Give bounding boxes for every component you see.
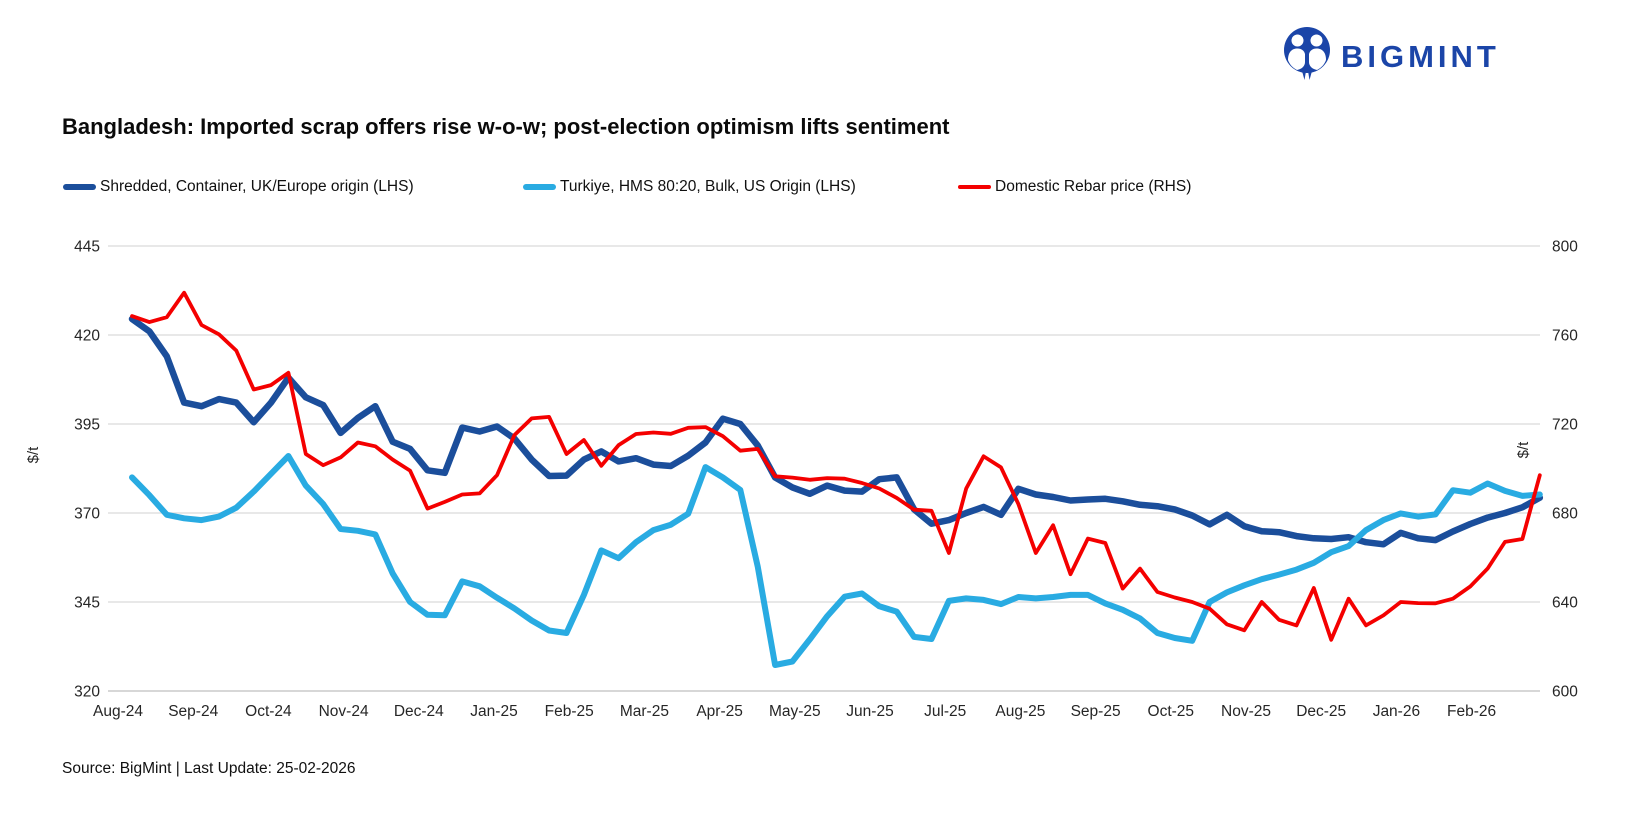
x-axis-label: Aug-24: [93, 703, 143, 720]
right-axis-tick: 800: [1552, 239, 1578, 256]
bigmint-logo-text: BIGMINT: [1341, 38, 1500, 74]
x-axis-label: Apr-25: [696, 703, 743, 720]
x-axis-label: Nov-25: [1221, 703, 1271, 720]
x-axis-label: Dec-25: [1296, 703, 1346, 720]
right-axis-unit-label: $/t: [1515, 441, 1532, 459]
x-axis-label: Dec-24: [394, 703, 444, 720]
legend-swatch: [523, 184, 556, 190]
left-axis-tick: 445: [74, 239, 100, 256]
left-axis-tick: 420: [74, 328, 100, 345]
left-axis-tick: 370: [74, 506, 100, 523]
source-note: Source: BigMint | Last Update: 25-02-202…: [62, 760, 356, 777]
left-axis-tick: 320: [74, 684, 100, 701]
x-axis-label: Feb-25: [545, 703, 594, 720]
x-axis-label: Sep-24: [168, 703, 218, 720]
legend-label: Turkiye, HMS 80:20, Bulk, US Origin (LHS…: [560, 178, 856, 195]
x-axis-label: Jun-25: [846, 703, 893, 720]
legend-label: Domestic Rebar price (RHS): [995, 178, 1192, 195]
legend-swatch: [958, 185, 991, 189]
x-axis-label: Jul-25: [924, 703, 966, 720]
x-axis-label: Aug-25: [995, 703, 1045, 720]
right-axis-tick: 600: [1552, 684, 1578, 701]
series-lines: [128, 290, 1544, 668]
legend-item-shredded: Shredded, Container, UK/Europe origin (L…: [63, 176, 414, 198]
x-axis-label: Oct-24: [245, 703, 292, 720]
chart-title: Bangladesh: Imported scrap offers rise w…: [62, 114, 950, 139]
bigmint-logo-icon: [1283, 26, 1331, 87]
legend-item-rebar: Domestic Rebar price (RHS): [958, 176, 1191, 198]
legend-label: Shredded, Container, UK/Europe origin (L…: [100, 178, 414, 195]
x-axis-label: Feb-26: [1447, 703, 1496, 720]
x-axis-label: Nov-24: [319, 703, 369, 720]
right-axis-tick: 640: [1552, 595, 1578, 612]
x-axis-labels: Aug-24 Sep-24 Oct-24 Nov-24 Dec-24 Jan-25 Feb-…: [93, 703, 1496, 720]
x-axis-label: May-25: [769, 703, 821, 720]
series-line-turkiye-hms-80-20-bulk-us-origin-lhs: [129, 453, 1543, 668]
x-axis-label: Oct-25: [1148, 703, 1195, 720]
left-axis-ticks: 445 420 395 370 345 320: [74, 239, 100, 701]
x-axis-label: Mar-25: [620, 703, 669, 720]
right-axis-tick: 760: [1552, 328, 1578, 345]
series-line-domestic-rebar-price-rhs: [130, 290, 1542, 642]
bigmint-logo: BIGMINT: [1283, 26, 1500, 87]
right-axis-tick: 680: [1552, 506, 1578, 523]
x-axis-label: Sep-25: [1071, 703, 1121, 720]
legend-swatch: [63, 184, 96, 190]
left-axis-unit-label: $/t: [25, 446, 42, 464]
legend: Shredded, Container, UK/Europe origin (L…: [0, 176, 1650, 200]
right-axis-ticks: 800 760 720 680 640 600: [1552, 239, 1578, 701]
x-axis-label: Jan-26: [1373, 703, 1420, 720]
left-axis-tick: 345: [74, 595, 100, 612]
legend-item-turkiye: Turkiye, HMS 80:20, Bulk, US Origin (LHS…: [523, 176, 856, 198]
right-axis-tick: 720: [1552, 417, 1578, 434]
left-axis-tick: 395: [74, 417, 100, 434]
x-axis-label: Jan-25: [470, 703, 517, 720]
series-line-shredded-container-uk-europe-origin-lhs: [128, 315, 1544, 548]
